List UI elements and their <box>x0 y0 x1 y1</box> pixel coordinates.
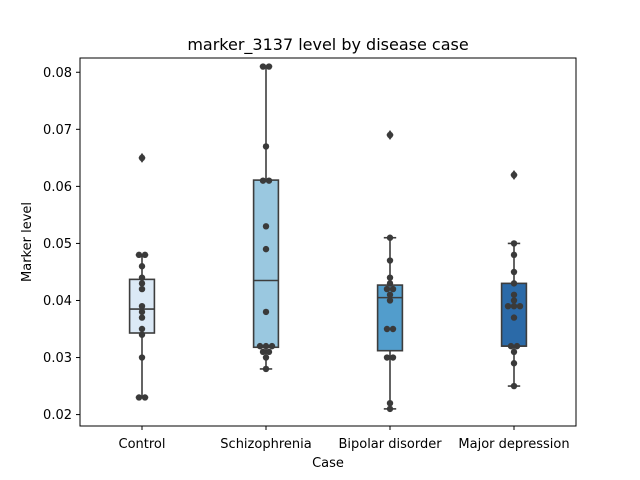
data-point <box>510 251 518 259</box>
y-tick-label: 0.02 <box>43 408 72 423</box>
data-point <box>265 348 273 356</box>
data-point <box>138 302 146 310</box>
y-axis-label: Marker level <box>20 202 35 282</box>
data-point <box>510 348 518 356</box>
data-point <box>507 342 515 350</box>
data-point <box>141 394 149 401</box>
data-point <box>138 285 146 293</box>
data-point <box>262 245 270 253</box>
y-tick-label: 0.08 <box>43 66 72 81</box>
data-point <box>262 143 270 150</box>
data-point <box>510 280 518 287</box>
plot-frame <box>79 57 577 427</box>
data-point <box>510 240 518 247</box>
data-point <box>135 251 143 259</box>
data-point <box>510 382 518 390</box>
data-point <box>513 342 521 350</box>
data-point <box>504 302 512 310</box>
data-point <box>141 251 149 259</box>
data-point <box>262 354 270 361</box>
data-point <box>510 291 518 298</box>
data-point <box>386 405 394 413</box>
x-tick-label: Control <box>119 437 166 452</box>
data-point <box>383 354 391 361</box>
chart-title: marker_3137 level by disease case <box>187 35 468 55</box>
data-point <box>138 331 146 338</box>
data-point <box>138 274 146 281</box>
x-axis-label: Case <box>312 456 344 471</box>
x-tick-label: Bipolar disorder <box>338 437 442 452</box>
data-point <box>389 285 397 293</box>
data-point <box>386 131 394 139</box>
data-point <box>386 291 394 298</box>
data-point <box>138 263 146 270</box>
data-point <box>386 280 394 287</box>
data-point <box>386 297 394 304</box>
data-point <box>259 63 267 70</box>
data-point <box>510 171 518 179</box>
y-tick-label: 0.04 <box>43 294 72 309</box>
data-point <box>383 325 391 333</box>
data-point <box>268 342 276 350</box>
data-point <box>138 325 146 333</box>
data-point <box>386 399 394 407</box>
x-tick-label: Schizophrenia <box>220 437 311 452</box>
data-point <box>138 308 146 316</box>
x-tick-label: Major depression <box>458 437 569 452</box>
data-point <box>262 223 270 230</box>
data-point <box>138 154 146 162</box>
data-point <box>389 354 397 361</box>
data-point <box>135 394 143 401</box>
data-point <box>262 342 270 350</box>
data-point <box>259 348 267 356</box>
y-tick-label: 0.07 <box>43 123 72 138</box>
data-point <box>262 308 270 316</box>
data-point <box>386 257 394 264</box>
data-point <box>510 268 518 276</box>
data-point <box>510 360 518 367</box>
data-point <box>383 285 391 293</box>
y-tick-label: 0.03 <box>43 351 72 366</box>
data-point <box>138 314 146 321</box>
box-1 <box>252 179 280 349</box>
data-point <box>386 274 394 281</box>
data-point <box>259 177 267 184</box>
data-point <box>138 280 146 287</box>
data-point <box>510 302 518 310</box>
y-tick-label: 0.05 <box>43 237 72 252</box>
data-point <box>516 302 524 310</box>
data-point <box>138 354 146 361</box>
data-point <box>510 314 518 321</box>
data-point <box>386 234 394 241</box>
plot-area: 0.02 0.03 0.04 0.05 0.06 0.07 0.08 Control Schiz… <box>43 57 577 452</box>
data-point <box>256 342 264 350</box>
y-tick-label: 0.06 <box>43 180 72 195</box>
data-point <box>510 297 518 304</box>
data-point <box>265 63 273 70</box>
data-point <box>389 325 397 333</box>
data-point <box>265 177 273 184</box>
data-point <box>262 365 270 373</box>
